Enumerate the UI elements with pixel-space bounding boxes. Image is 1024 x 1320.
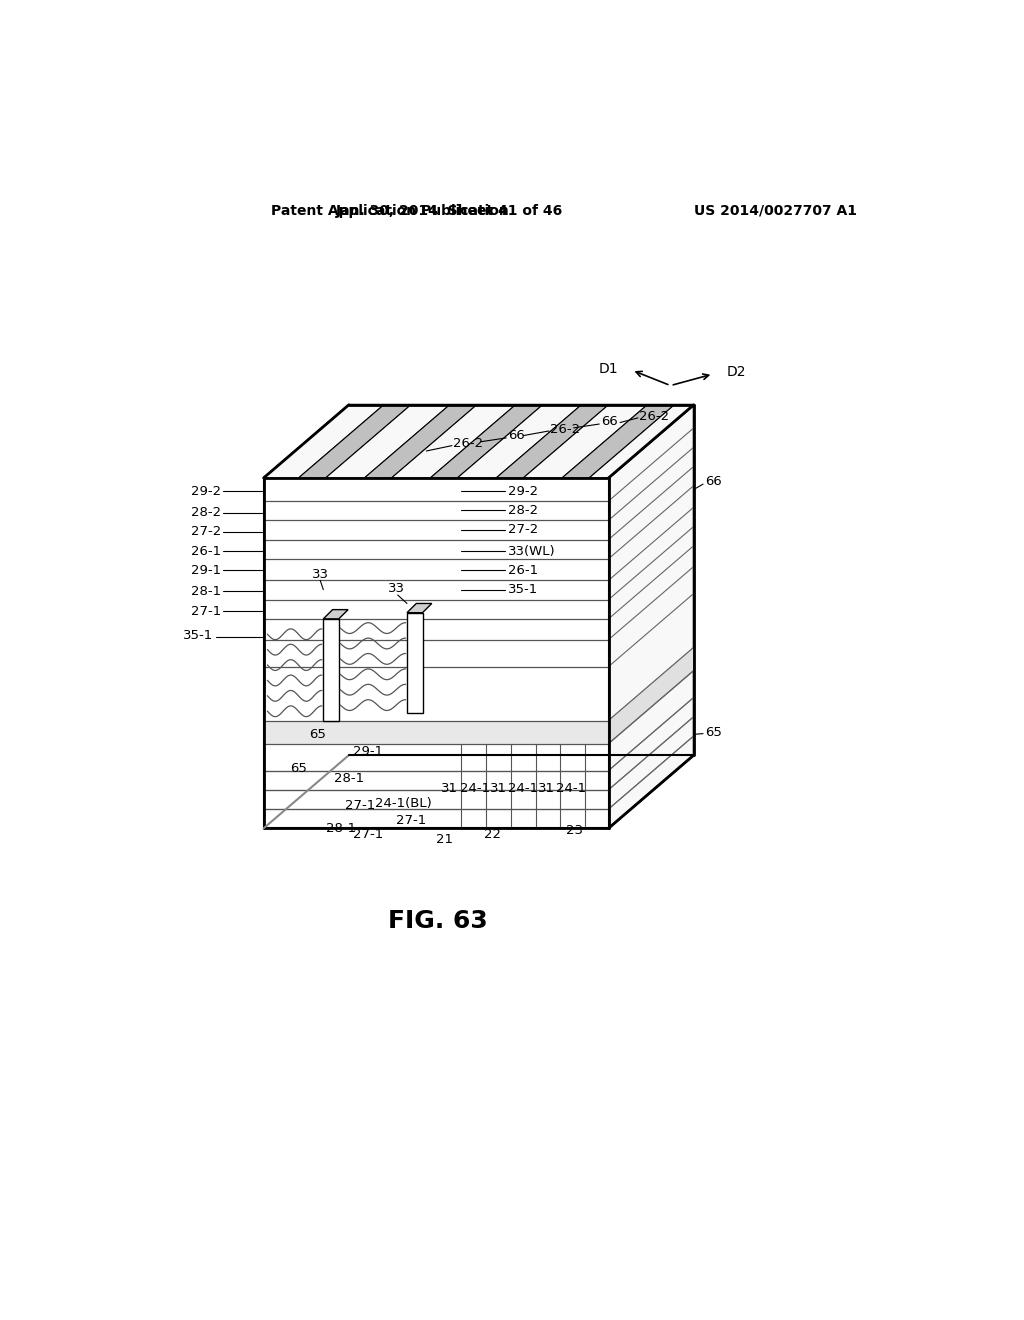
Text: US 2014/0027707 A1: US 2014/0027707 A1 [693,203,857,218]
Text: 28-1: 28-1 [190,585,221,598]
Polygon shape [458,405,582,478]
Text: 28-2: 28-2 [190,506,221,519]
Text: 27-1: 27-1 [353,828,383,841]
Polygon shape [562,405,675,478]
Polygon shape [407,612,423,713]
Text: 24-1: 24-1 [460,781,490,795]
Text: 65: 65 [290,762,307,775]
Text: 26-2: 26-2 [550,422,581,436]
Polygon shape [324,610,348,619]
Polygon shape [365,405,477,478]
Text: 31: 31 [441,781,458,795]
Text: 29-1: 29-1 [190,564,221,577]
Text: 26-2: 26-2 [454,437,483,450]
Text: 26-2: 26-2 [640,409,670,422]
Text: 33: 33 [311,568,329,581]
Polygon shape [326,405,450,478]
Text: FIG. 63: FIG. 63 [388,908,487,933]
Text: 31: 31 [489,781,507,795]
Polygon shape [430,405,543,478]
Text: D2: D2 [727,366,746,379]
Polygon shape [589,405,693,478]
Text: 35-1: 35-1 [508,583,538,597]
Text: 27-1: 27-1 [395,814,426,828]
Text: 24-1: 24-1 [508,781,539,795]
Polygon shape [608,647,693,743]
Polygon shape [263,405,693,478]
Text: 66: 66 [601,416,617,428]
Polygon shape [407,603,432,612]
Text: 28-1: 28-1 [334,772,364,785]
Text: 22: 22 [483,828,501,841]
Polygon shape [391,405,515,478]
Text: Patent Application Publication: Patent Application Publication [271,203,509,218]
Text: 27-2: 27-2 [508,523,538,536]
Text: 28-1: 28-1 [326,822,356,834]
Text: 65: 65 [706,726,722,739]
Text: 31: 31 [538,781,555,795]
Text: 27-2: 27-2 [190,525,221,539]
Text: 27-1: 27-1 [345,799,376,812]
Text: 27-1: 27-1 [190,605,221,618]
Polygon shape [263,478,608,829]
Text: 24-1(BL): 24-1(BL) [375,797,431,810]
Text: 26-1: 26-1 [190,545,221,557]
Text: 28-2: 28-2 [508,504,538,517]
Text: 66: 66 [508,429,524,442]
Polygon shape [523,405,647,478]
Text: 24-1: 24-1 [556,781,587,795]
Text: 23: 23 [566,824,583,837]
Polygon shape [608,405,693,829]
Text: 29-2: 29-2 [190,484,221,498]
Text: D1: D1 [598,362,617,376]
Polygon shape [324,619,339,721]
Polygon shape [263,405,384,478]
Polygon shape [496,405,608,478]
Text: 21: 21 [435,833,453,846]
Text: 35-1: 35-1 [183,630,213,643]
Text: 29-2: 29-2 [508,484,538,498]
Text: 33: 33 [388,582,404,594]
Text: 65: 65 [309,727,327,741]
Text: 26-1: 26-1 [508,564,538,577]
Text: 33(WL): 33(WL) [508,545,555,557]
Text: Jan. 30, 2014  Sheet 41 of 46: Jan. 30, 2014 Sheet 41 of 46 [336,203,563,218]
Polygon shape [299,405,411,478]
Text: 29-1: 29-1 [353,744,383,758]
Text: 66: 66 [706,475,722,488]
Polygon shape [263,721,608,743]
